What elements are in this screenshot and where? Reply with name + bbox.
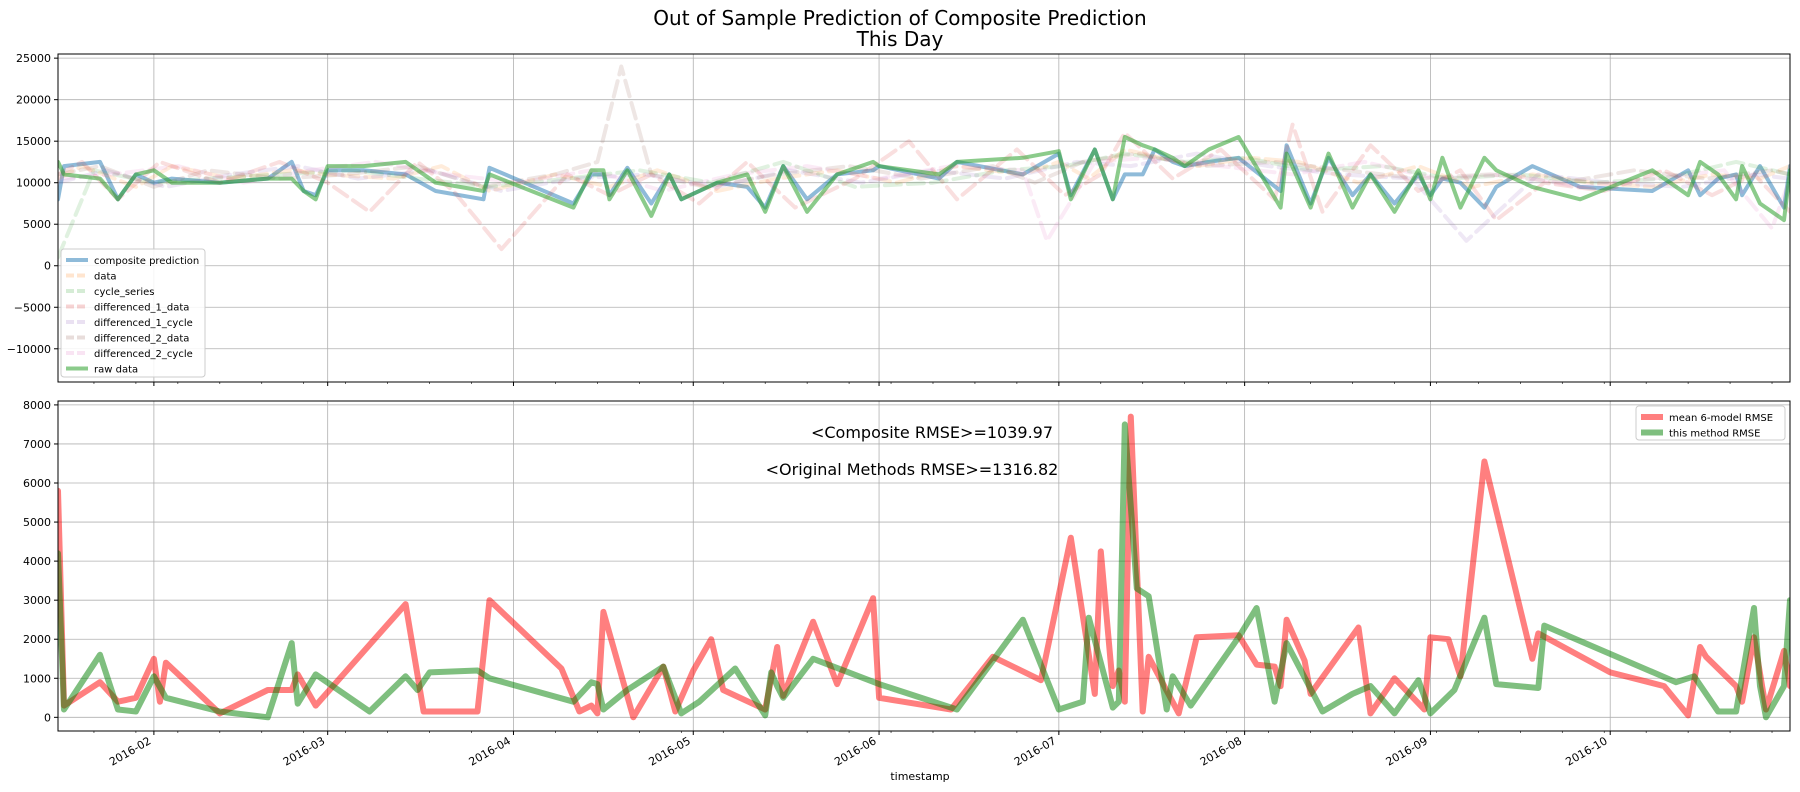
y-tick-label: 0 — [44, 260, 51, 273]
y-tick-label: 4000 — [23, 555, 51, 568]
legend-label-composite-prediction: composite prediction — [94, 256, 199, 267]
plot-frame — [57, 400, 1791, 732]
chart-title-line2: This Day — [856, 27, 944, 51]
legend-label-raw-data: raw data — [94, 365, 138, 376]
legend-label-mean-6-model-rmse: mean 6-model RMSE — [1669, 413, 1773, 424]
annotation-original-rmse: <Original Methods RMSE>=1316.82 — [766, 460, 1059, 479]
legend-label-data: data — [94, 272, 117, 283]
legend-label-cycle-series: cycle_series — [94, 287, 154, 298]
legend-label-differenced-1-data: differenced_1_data — [94, 303, 189, 314]
legend-box — [1635, 405, 1786, 441]
plot-frame — [57, 53, 1791, 383]
y-tick-label: 25000 — [16, 52, 51, 65]
y-tick-label: 5000 — [23, 218, 51, 231]
x-axis-label: timestamp — [890, 770, 949, 783]
x-tick-label: 2016-10 — [1563, 734, 1609, 768]
y-tick-label: 2000 — [23, 633, 51, 646]
series-line-cycle-series — [58, 151, 1790, 260]
y-tick-label: 7000 — [23, 438, 51, 451]
legend-label-differenced-2-data: differenced_2_data — [94, 334, 189, 345]
x-tick-label: 2016-03 — [281, 734, 327, 768]
series-line-differenced-1-cycle — [58, 151, 1790, 243]
x-tick-label: 2016-05 — [646, 734, 692, 768]
annotation-composite-rmse: <Composite RMSE>=1039.97 — [811, 423, 1053, 442]
x-tick-label: 2016-02 — [107, 734, 153, 768]
y-tick-label: 5000 — [23, 516, 51, 529]
y-tick-label: 3000 — [23, 594, 51, 607]
series-line-differenced-1-data — [58, 122, 1790, 252]
legend-label-differenced-1-cycle: differenced_1_cycle — [94, 318, 193, 329]
y-tick-label: 0 — [44, 711, 51, 724]
x-tick-label: 2016-09 — [1384, 734, 1430, 768]
x-tick-label: 2016-07 — [1012, 734, 1058, 768]
legend-label-differenced-2-cycle: differenced_2_cycle — [94, 349, 193, 360]
y-tick-label: 6000 — [23, 477, 51, 490]
y-tick-label: −10000 — [7, 343, 51, 356]
legend-label-this-method-rmse: this method RMSE — [1669, 429, 1760, 440]
y-tick-label: 20000 — [16, 94, 51, 107]
series-line-data — [58, 147, 1790, 193]
y-tick-label: 15000 — [16, 135, 51, 148]
series-line-differenced-2-data — [58, 64, 1790, 189]
x-tick-label: 2016-06 — [832, 734, 878, 768]
y-tick-label: 1000 — [23, 672, 51, 685]
legend-box — [60, 248, 206, 378]
series-line-this-method-rmse — [58, 421, 1790, 721]
chart-title-line1: Out of Sample Prediction of Composite Pr… — [653, 6, 1147, 30]
x-tick-label: 2016-08 — [1198, 734, 1244, 768]
series-line-raw-data — [58, 135, 1790, 223]
y-tick-label: 8000 — [23, 399, 51, 412]
y-tick-label: 10000 — [16, 177, 51, 190]
y-tick-label: −5000 — [14, 301, 51, 314]
x-tick-label: 2016-04 — [467, 734, 513, 768]
series-line-mean-6-model-rmse — [58, 413, 1790, 721]
